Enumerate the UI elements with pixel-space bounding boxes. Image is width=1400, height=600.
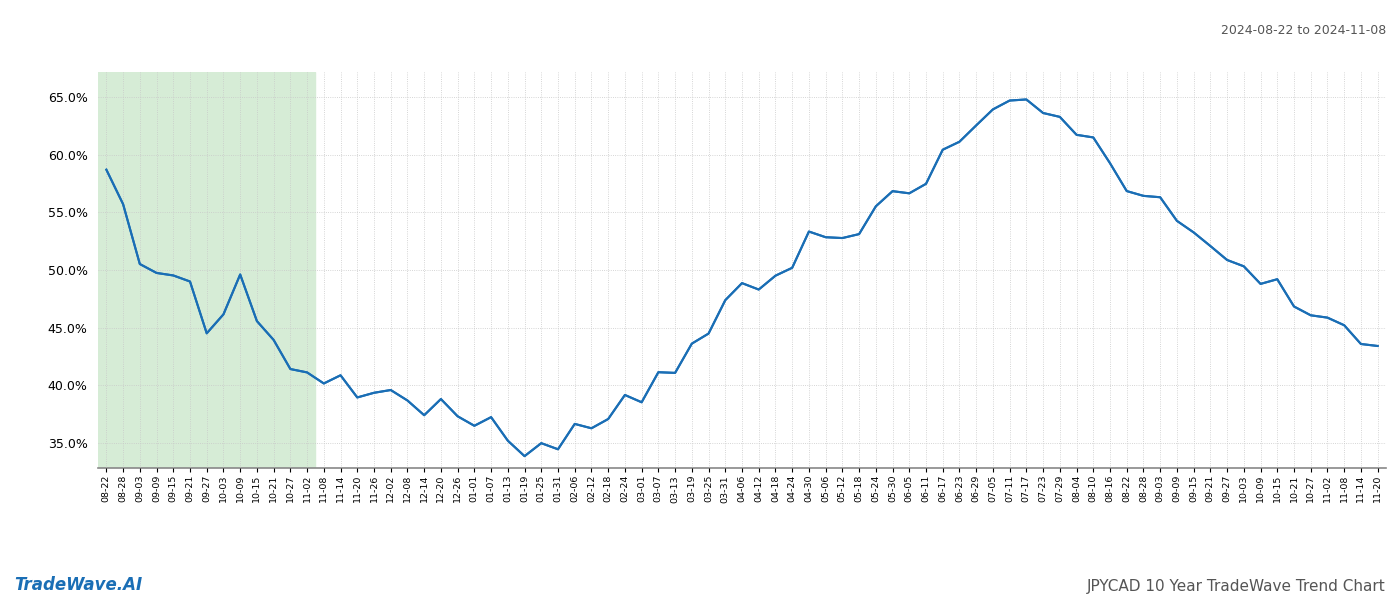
Text: JPYCAD 10 Year TradeWave Trend Chart: JPYCAD 10 Year TradeWave Trend Chart — [1088, 579, 1386, 594]
Bar — [98, 72, 315, 468]
Text: 2024-08-22 to 2024-11-08: 2024-08-22 to 2024-11-08 — [1221, 24, 1386, 37]
Text: TradeWave.AI: TradeWave.AI — [14, 576, 143, 594]
